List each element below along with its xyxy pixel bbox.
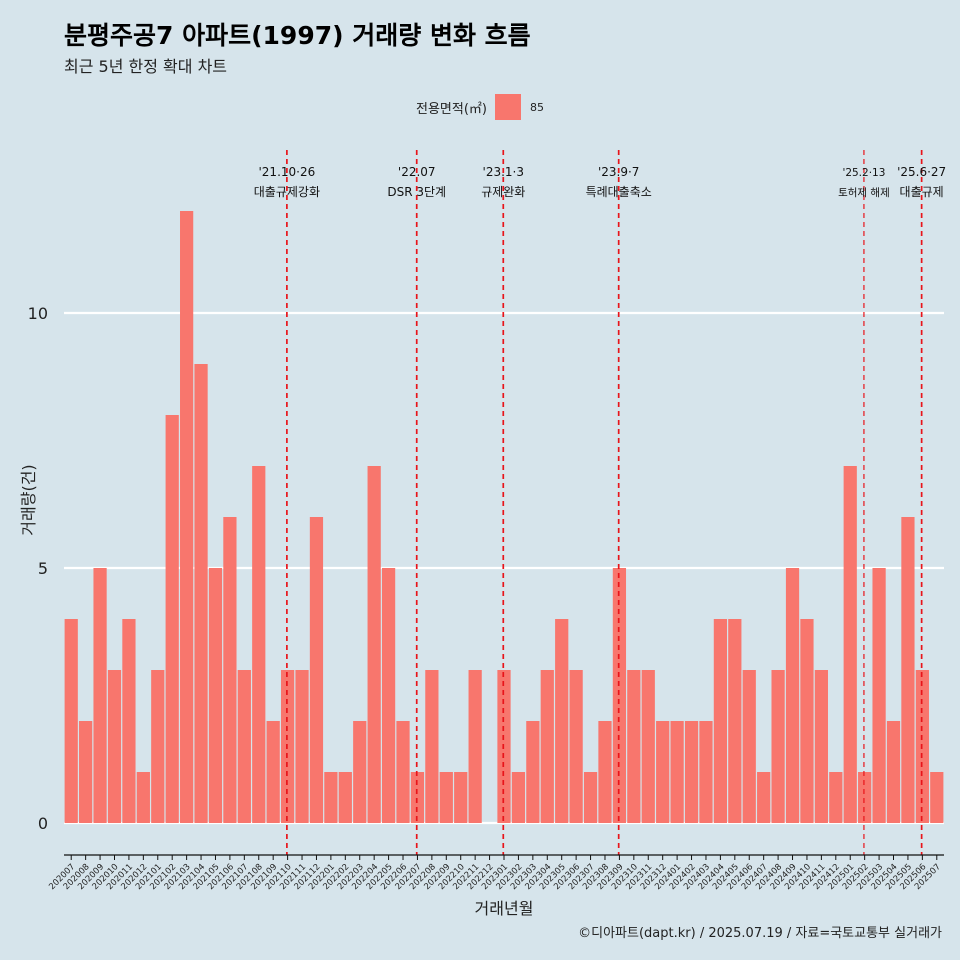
legend-title: 전용면적(㎡) [416, 101, 487, 117]
bar [656, 721, 670, 823]
y-tick-label: 5 [38, 559, 48, 578]
bar [295, 670, 309, 823]
bar [165, 415, 179, 823]
annotation-label: 특례대출축소 [586, 185, 652, 199]
bar [410, 772, 425, 823]
bar [872, 568, 886, 823]
annotation-date: '22.07 [398, 165, 436, 179]
bar [136, 772, 150, 823]
bar [79, 721, 93, 823]
bar [728, 619, 742, 823]
bars [64, 211, 944, 823]
bar [266, 721, 280, 823]
bar [641, 670, 655, 823]
bar [223, 517, 237, 823]
bar [670, 721, 684, 823]
source-caption: ©디아파트(dapt.kr) / 2025.07.19 / 자료=국토교통부 실… [578, 926, 942, 941]
bar [353, 721, 367, 823]
bar [309, 517, 324, 823]
bar [64, 619, 78, 823]
bar [901, 517, 915, 823]
bar [612, 568, 627, 823]
bar [338, 772, 352, 823]
bar [107, 670, 122, 823]
y-axis-label: 거래량(건) [19, 464, 38, 535]
axes: 0510202007202008202009202010202011202012… [28, 304, 944, 892]
bar [208, 568, 223, 823]
chart-subtitle: 최근 5년 한정 확대 차트 [64, 57, 228, 76]
bar [843, 466, 857, 823]
bar [829, 772, 843, 823]
bar [367, 466, 381, 823]
bar [569, 670, 583, 823]
y-tick-label: 0 [38, 814, 48, 833]
bar [454, 772, 468, 823]
bar [511, 772, 526, 823]
annotation-date: '25.2·13 [842, 167, 885, 179]
annotation-date: '21.10·26 [259, 165, 316, 179]
reference-lines [286, 150, 923, 855]
bar [627, 670, 641, 823]
legend-value: 85 [529, 100, 544, 114]
bar [526, 721, 540, 823]
annotation-label: 대출규제강화 [254, 185, 320, 199]
bar [252, 466, 266, 823]
bar [237, 670, 251, 823]
bar [583, 772, 598, 823]
bar [93, 568, 107, 823]
bar [742, 670, 756, 823]
bar [439, 772, 453, 823]
bar [151, 670, 165, 823]
bar [425, 670, 439, 823]
annotation-date: '23.9·7 [598, 165, 639, 179]
annotation-label: 토허제 해제 [838, 186, 890, 199]
legend-key-swatch [494, 94, 521, 120]
annotation-label: 규제완화 [481, 185, 525, 199]
bar [598, 721, 612, 823]
bar [684, 721, 699, 823]
bar [771, 670, 785, 823]
annotation-label: 대출규제 [900, 185, 944, 199]
legend: 전용면적(㎡) 85 [0, 94, 960, 120]
bar [930, 772, 944, 823]
bar [814, 670, 828, 823]
bar [555, 619, 569, 823]
bar [381, 568, 396, 823]
bar [540, 670, 554, 823]
bar [396, 721, 410, 823]
annotation-date: '23.1·3 [483, 165, 524, 179]
annotation-label: DSR 3단계 [387, 185, 446, 199]
bar [122, 619, 136, 823]
annotation-labels: '21.10·26 대출규제강화 '22.07 DSR 3단계 '23.1·3 규제완화 '… [254, 165, 946, 199]
bar [713, 619, 728, 823]
bar [757, 772, 771, 823]
bar [858, 772, 872, 823]
bar [800, 619, 814, 823]
bar [324, 772, 338, 823]
x-axis-label: 거래년월 [475, 899, 534, 918]
bar [180, 211, 194, 823]
bar [886, 721, 901, 823]
y-tick-label: 10 [28, 304, 48, 323]
annotation-date: '25.6·27 [897, 165, 946, 179]
bar [194, 364, 208, 823]
chart-title: 분평주공7 아파트(1997) 거래량 변화 흐름 [64, 21, 531, 50]
bar [468, 670, 482, 823]
bar [785, 568, 800, 823]
bar [699, 721, 713, 823]
